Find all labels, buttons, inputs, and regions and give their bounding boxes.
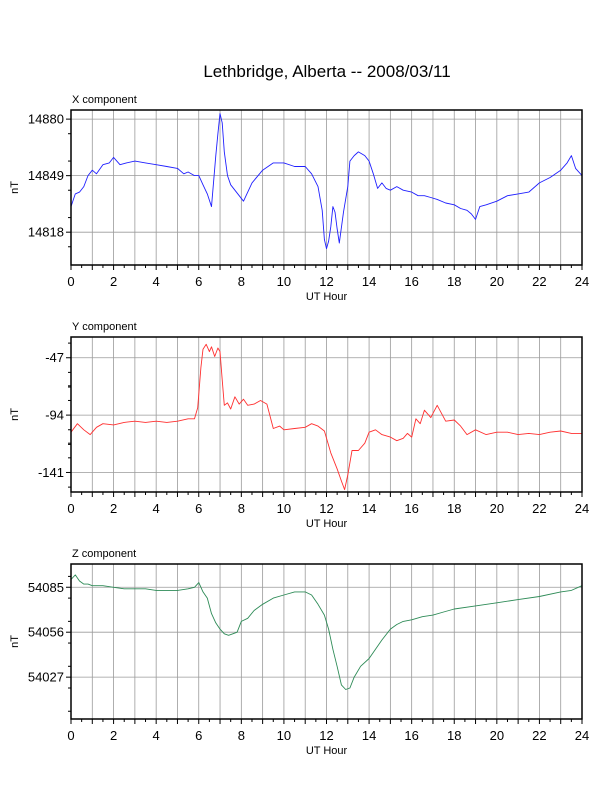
x-tick-label: 24 — [575, 501, 589, 516]
x-tick-label: 18 — [447, 274, 461, 289]
y-tick-label: -47 — [45, 350, 64, 365]
chart-title: Lethbridge, Alberta -- 2008/03/11 — [203, 62, 450, 81]
x-tick-label: 2 — [110, 501, 117, 516]
x-tick-label: 2 — [110, 728, 117, 743]
x-tick-label: 2 — [110, 274, 117, 289]
x-tick-label: 16 — [404, 728, 418, 743]
x-tick-label: 20 — [490, 274, 504, 289]
x-tick-label: 6 — [195, 728, 202, 743]
y-axis-label: nT — [9, 635, 21, 648]
y-tick-label: 54056 — [28, 625, 64, 640]
y-tick-label: -94 — [45, 408, 64, 423]
panel-title: Y component — [72, 321, 137, 333]
x-tick-label: 24 — [575, 274, 589, 289]
x-tick-label: 22 — [532, 728, 546, 743]
y-tick-label: 54027 — [28, 670, 64, 685]
x-tick-label: 12 — [319, 274, 333, 289]
x-tick-label: 16 — [404, 501, 418, 516]
y-tick-label: -141 — [38, 465, 64, 480]
x-tick-label: 12 — [319, 501, 333, 516]
x-tick-label: 18 — [447, 728, 461, 743]
y-axis-label: nT — [9, 408, 21, 421]
x-tick-label: 6 — [195, 501, 202, 516]
y-axis-label: nT — [9, 181, 21, 194]
x-tick-label: 16 — [404, 274, 418, 289]
x-axis-label: UT Hour — [306, 745, 348, 757]
x-axis-label: UT Hour — [306, 291, 348, 303]
x-tick-label: 4 — [153, 274, 160, 289]
x-tick-label: 4 — [153, 501, 160, 516]
x-tick-label: 10 — [277, 728, 291, 743]
y-tick-label: 14880 — [28, 112, 64, 127]
x-tick-label: 8 — [238, 728, 245, 743]
series-line — [70, 343, 582, 491]
series-line — [70, 113, 583, 250]
x-tick-label: 8 — [238, 501, 245, 516]
series-line — [70, 574, 583, 690]
x-tick-label: 18 — [447, 501, 461, 516]
x-tick-label: 12 — [319, 728, 333, 743]
y-tick-label: 54085 — [28, 580, 64, 595]
x-tick-label: 10 — [277, 274, 291, 289]
x-tick-label: 20 — [490, 501, 504, 516]
x-tick-label: 8 — [238, 274, 245, 289]
panel-title: X component — [72, 94, 137, 106]
x-tick-label: 14 — [362, 728, 376, 743]
x-tick-label: 22 — [532, 501, 546, 516]
y-tick-label: 14849 — [28, 168, 64, 183]
x-axis-label: UT Hour — [306, 518, 348, 530]
x-tick-label: 0 — [67, 728, 74, 743]
x-tick-label: 20 — [490, 728, 504, 743]
y-tick-label: 14818 — [28, 225, 64, 240]
x-tick-label: 14 — [362, 501, 376, 516]
x-tick-label: 6 — [195, 274, 202, 289]
x-tick-label: 10 — [277, 501, 291, 516]
x-tick-label: 0 — [67, 274, 74, 289]
x-tick-label: 0 — [67, 501, 74, 516]
x-tick-label: 24 — [575, 728, 589, 743]
x-tick-label: 4 — [153, 728, 160, 743]
panel-title: Z component — [72, 548, 136, 560]
x-tick-label: 22 — [532, 274, 546, 289]
x-tick-label: 14 — [362, 274, 376, 289]
